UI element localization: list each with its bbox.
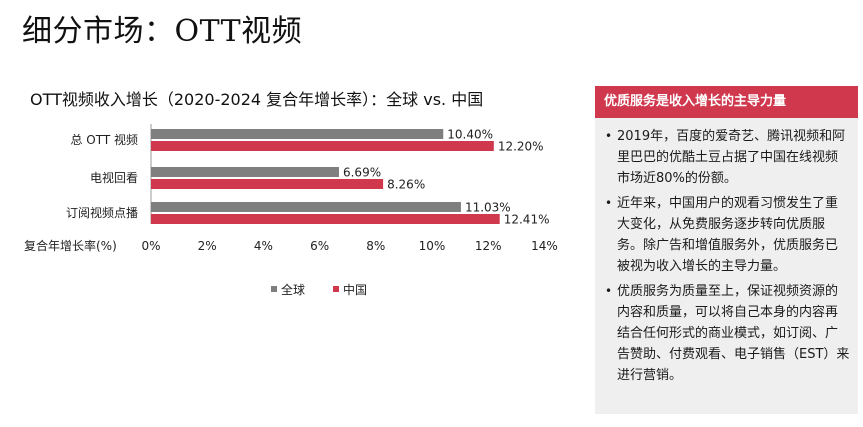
x-tick-label: 10% bbox=[419, 239, 446, 253]
legend-label: 中国 bbox=[343, 282, 367, 297]
x-tick-label: 2% bbox=[198, 239, 217, 253]
bullet-item: • 优质服务为质量至上，保证视频资源的内容和质量，可以将自己本身的内容再结合任何形… bbox=[605, 281, 850, 386]
data-label: 12.41% bbox=[504, 213, 550, 227]
bar-china bbox=[151, 214, 500, 224]
x-tick-label: 14% bbox=[531, 239, 558, 253]
x-tick-label: 12% bbox=[475, 239, 502, 253]
bar-global bbox=[151, 202, 461, 212]
data-label: 11.03% bbox=[465, 201, 511, 215]
legend-label: 全球 bbox=[281, 282, 305, 297]
data-label: 6.69% bbox=[343, 166, 381, 180]
bullet-list: • 2019年，百度的爱奇艺、腾讯视频和阿里巴巴的优酷土豆占据了中国在线视频市场近… bbox=[595, 126, 858, 386]
category-label: 总 OTT 视频 bbox=[70, 132, 138, 147]
bullet-item: • 近年来，中国用户的观看习惯发生了重大变化，从免费服务逐步转向优质服务。除广告和… bbox=[605, 193, 850, 277]
bullet-marker: • bbox=[605, 284, 613, 298]
data-label: 10.40% bbox=[447, 128, 493, 142]
legend-swatch bbox=[271, 286, 277, 292]
bar-chart: 总 OTT 视频 10.40% 12.20% 电视回看 6.69% 8.26% 订阅视频点播… bbox=[24, 124, 558, 297]
x-tick-label: 0% bbox=[141, 239, 160, 253]
bullet-text: 2019年，百度的爱奇艺、腾讯视频和阿里巴巴的优酷土豆占据了中国在线视频市场近8… bbox=[617, 129, 846, 186]
data-label: 12.20% bbox=[498, 140, 544, 154]
category-label: 订阅视频点播 bbox=[66, 205, 138, 220]
x-tick-label: 4% bbox=[254, 239, 273, 253]
x-tick-label: 6% bbox=[310, 239, 329, 253]
x-tick-label: 8% bbox=[366, 239, 385, 253]
bar-global bbox=[151, 129, 444, 139]
bullet-marker: • bbox=[605, 129, 613, 143]
page-title: 细分市场：OTT视频 bbox=[22, 14, 303, 49]
bullet-text: 近年来，中国用户的观看习惯发生了重大变化，从免费服务逐步转向优质服务。除广告和增… bbox=[617, 196, 839, 274]
bullet-item: • 2019年，百度的爱奇艺、腾讯视频和阿里巴巴的优酷土豆占据了中国在线视频市场近… bbox=[605, 126, 850, 189]
category-label: 电视回看 bbox=[90, 170, 138, 185]
panel-header: 优质服务是收入增长的主导力量 bbox=[595, 86, 858, 118]
legend-swatch bbox=[333, 286, 339, 292]
chart-title: OTT视频收入增长（2020-2024 复合年增长率）：全球 vs. 中国 bbox=[30, 90, 484, 109]
x-axis-title: 复合年增长率(%) bbox=[24, 238, 117, 253]
bar-china bbox=[151, 179, 384, 189]
data-label: 8.26% bbox=[387, 178, 425, 192]
bar-china bbox=[151, 141, 494, 151]
info-panel: 优质服务是收入增长的主导力量 • 2019年，百度的爱奇艺、腾讯视频和阿里巴巴的优… bbox=[595, 86, 858, 414]
bullet-marker: • bbox=[605, 196, 613, 210]
bar-global bbox=[151, 167, 339, 177]
bullet-text: 优质服务为质量至上，保证视频资源的内容和质量，可以将自己本身的内容再结合任何形式… bbox=[617, 284, 850, 383]
